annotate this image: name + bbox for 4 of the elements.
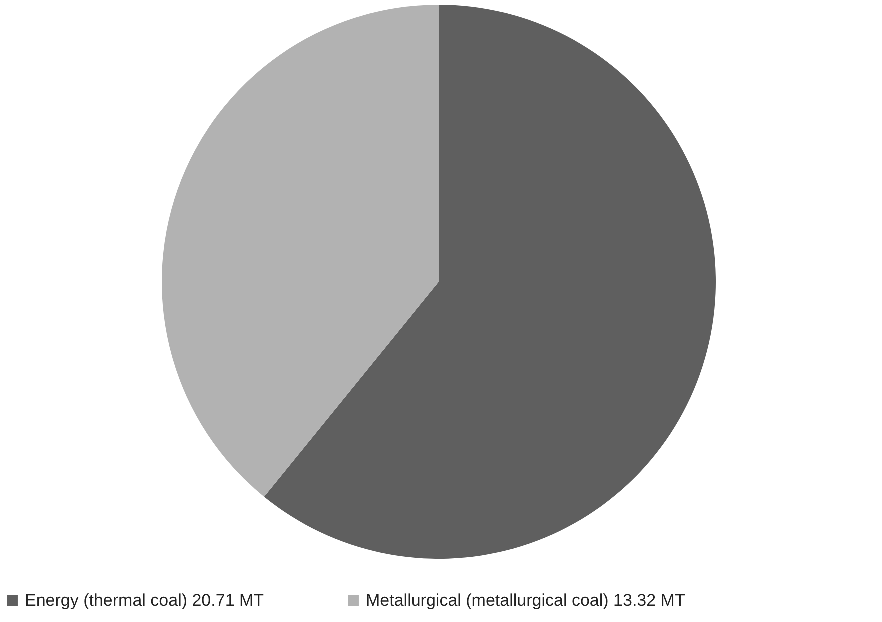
legend-label: Metallurgical (metallurgical coal) 13.32 MT <box>366 590 686 610</box>
pie-slice <box>162 5 439 497</box>
legend-label: Energy (thermal coal) 20.71 MT <box>25 590 264 610</box>
pie-slice <box>264 5 716 559</box>
